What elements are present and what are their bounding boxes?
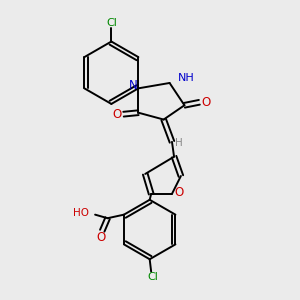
Text: O: O (112, 108, 122, 121)
Text: O: O (174, 186, 183, 199)
Text: H: H (175, 138, 182, 148)
Text: N: N (129, 80, 137, 92)
Text: O: O (201, 96, 211, 109)
Text: Cl: Cl (106, 18, 117, 28)
Text: HO: HO (73, 208, 89, 218)
Text: Cl: Cl (147, 272, 158, 282)
Text: O: O (96, 231, 105, 244)
Text: NH: NH (178, 73, 195, 82)
